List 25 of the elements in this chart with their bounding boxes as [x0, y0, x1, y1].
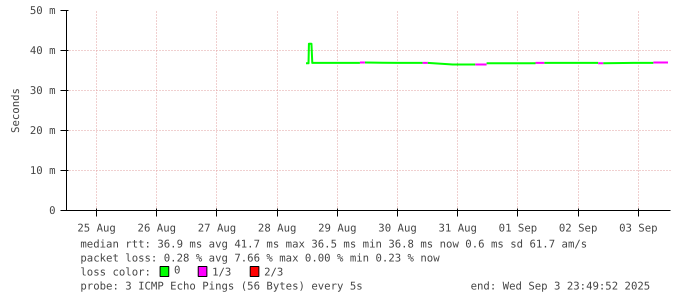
- text: end: Wed Sep 3 23:49:52 2025: [470, 280, 650, 292]
- x-tick-label: 30 Aug: [378, 222, 417, 234]
- y-tick-label: 0: [49, 204, 56, 217]
- y-tick-label: 40 m: [30, 44, 56, 57]
- text: loss color:: [80, 266, 151, 278]
- text: probe: 3 ICMP Echo Pings (56 Bytes) every 5s: [80, 280, 363, 292]
- x-tick-label: 31 Aug: [438, 222, 477, 234]
- x-tick-label: 02 Sep: [558, 222, 598, 234]
- legend-label: 0: [174, 264, 180, 276]
- y-tick-label: 10 m: [30, 164, 56, 177]
- x-tick-label: 27 Aug: [198, 222, 236, 234]
- text: packet loss: 0.28 % avg 7.66 % max 0.00 % min 0.23 % now: [80, 252, 440, 264]
- text: median rtt: 36.9 ms avg 41.7 ms max 36.5 ms min 36.8 ms now 0.6 ms sd 61.7 am/s: [80, 238, 588, 250]
- legend-label: 1/3: [212, 266, 232, 278]
- x-tick-label: 28 Aug: [258, 222, 296, 234]
- y-axis-title: Seconds: [8, 88, 22, 133]
- x-tick-label: 03 Sep: [619, 222, 658, 234]
- x-tick-label: 29 Aug: [318, 222, 357, 234]
- y-tick-label: 30 m: [30, 84, 56, 97]
- x-tick-label: 25 Aug: [77, 222, 116, 234]
- x-tick-label: 26 Aug: [138, 222, 176, 234]
- y-tick-label: 50 m: [30, 4, 56, 17]
- legend-label: 2/3: [264, 266, 284, 278]
- y-tick-label: 20 m: [30, 124, 56, 137]
- x-tick-label: 01 Sep: [498, 222, 538, 234]
